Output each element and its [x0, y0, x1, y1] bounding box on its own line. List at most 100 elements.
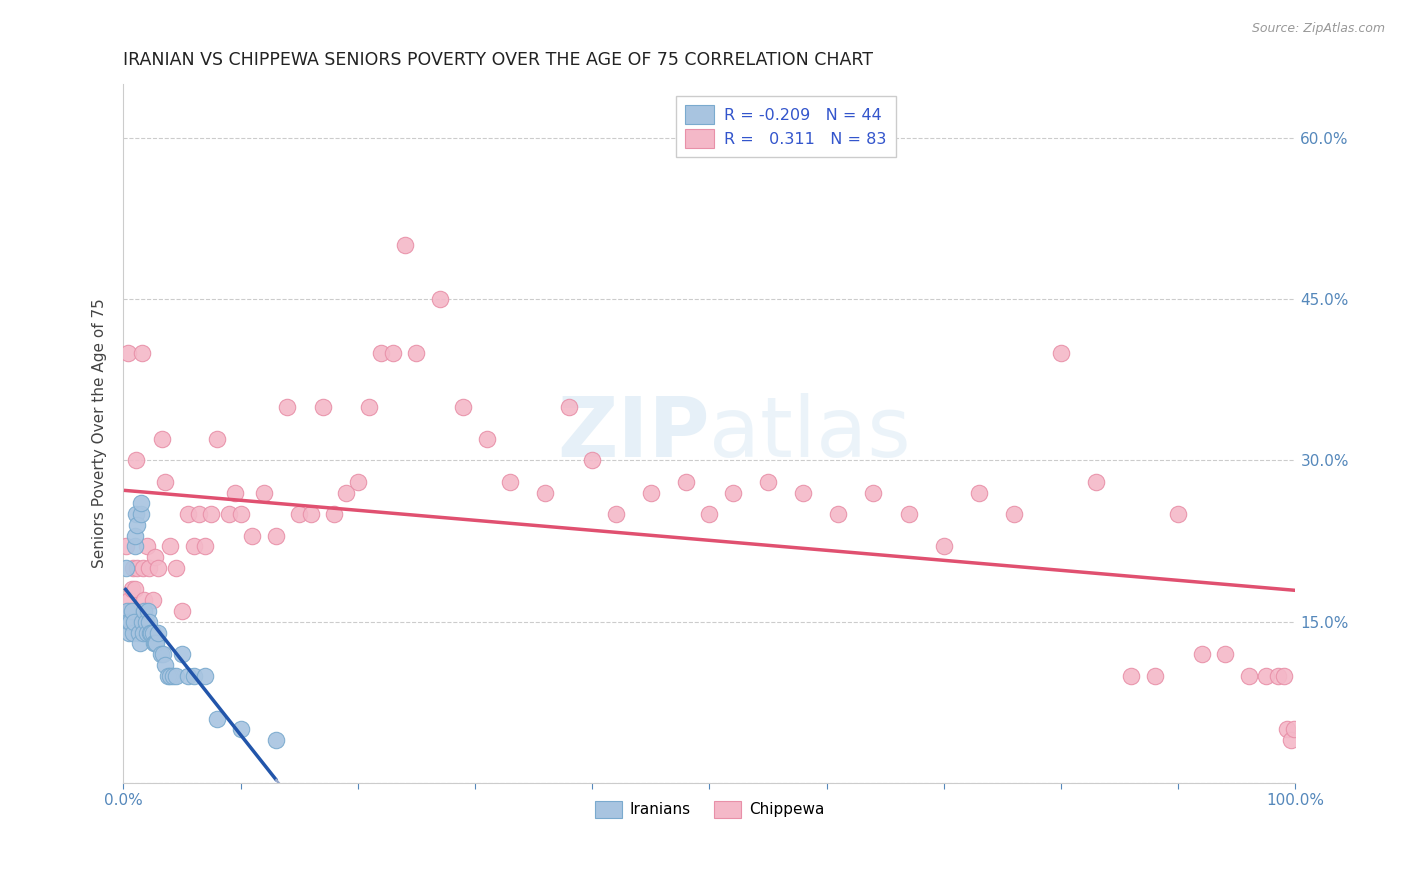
- Point: [125, 507, 148, 521]
- Point: [115, 604, 138, 618]
- Point: [145, 636, 167, 650]
- Point: [129, 507, 152, 521]
- Point: [229, 723, 252, 737]
- Point: [135, 540, 157, 554]
- Point: [125, 453, 148, 467]
- Point: [155, 475, 177, 489]
- Point: [218, 507, 240, 521]
- Point: [139, 625, 162, 640]
- Point: [132, 561, 155, 575]
- Point: [932, 540, 955, 554]
- Point: [475, 432, 498, 446]
- Point: [117, 615, 139, 629]
- Point: [699, 507, 721, 521]
- Point: [1279, 733, 1302, 747]
- Point: [405, 346, 427, 360]
- Point: [118, 625, 141, 640]
- Point: [675, 475, 697, 489]
- Point: [1213, 647, 1236, 661]
- Point: [121, 561, 143, 575]
- Point: [124, 582, 146, 597]
- Point: [132, 625, 155, 640]
- Point: [136, 604, 159, 618]
- Text: atlas: atlas: [710, 393, 911, 474]
- Point: [1237, 668, 1260, 682]
- Point: [124, 540, 146, 554]
- Point: [229, 507, 252, 521]
- Point: [150, 432, 173, 446]
- Text: Source: ZipAtlas.com: Source: ZipAtlas.com: [1251, 22, 1385, 36]
- Point: [138, 615, 160, 629]
- Point: [967, 485, 990, 500]
- Point: [640, 485, 662, 500]
- Point: [394, 238, 416, 252]
- Point: [200, 507, 222, 521]
- Point: [122, 604, 145, 618]
- Point: [121, 604, 143, 618]
- Point: [152, 647, 174, 661]
- Point: [143, 636, 166, 650]
- Point: [311, 400, 333, 414]
- Point: [194, 668, 217, 682]
- Point: [114, 540, 136, 554]
- Point: [288, 507, 311, 521]
- Point: [165, 668, 187, 682]
- Point: [534, 485, 557, 500]
- Point: [224, 485, 246, 500]
- Point: [121, 582, 143, 597]
- Point: [120, 615, 142, 629]
- Point: [129, 604, 152, 618]
- Point: [827, 507, 849, 521]
- Point: [134, 593, 156, 607]
- Point: [756, 475, 779, 489]
- Point: [276, 400, 298, 414]
- Point: [162, 668, 184, 682]
- Point: [138, 561, 160, 575]
- Point: [194, 540, 217, 554]
- Point: [605, 507, 627, 521]
- Point: [264, 733, 287, 747]
- Point: [170, 604, 193, 618]
- Point: [205, 432, 228, 446]
- Point: [240, 529, 263, 543]
- Point: [128, 636, 150, 650]
- Point: [114, 561, 136, 575]
- Point: [143, 550, 166, 565]
- Point: [134, 604, 156, 618]
- Point: [346, 475, 368, 489]
- Point: [142, 625, 165, 640]
- Y-axis label: Seniors Poverty Over the Age of 75: Seniors Poverty Over the Age of 75: [93, 299, 107, 568]
- Point: [128, 625, 150, 640]
- Point: [127, 561, 149, 575]
- Point: [264, 529, 287, 543]
- Point: [1143, 668, 1166, 682]
- Point: [499, 475, 522, 489]
- Legend: Iranians, Chippewa: Iranians, Chippewa: [589, 795, 831, 824]
- Point: [897, 507, 920, 521]
- Point: [120, 604, 142, 618]
- Point: [1121, 668, 1143, 682]
- Point: [581, 453, 603, 467]
- Point: [129, 496, 152, 510]
- Point: [128, 615, 150, 629]
- Point: [122, 615, 145, 629]
- Point: [148, 625, 170, 640]
- Point: [1256, 668, 1278, 682]
- Point: [117, 346, 139, 360]
- Point: [429, 292, 451, 306]
- Point: [253, 485, 276, 500]
- Text: ZIP: ZIP: [557, 393, 710, 474]
- Point: [1002, 507, 1025, 521]
- Point: [721, 485, 744, 500]
- Point: [1085, 475, 1108, 489]
- Point: [183, 668, 205, 682]
- Point: [205, 712, 228, 726]
- Point: [118, 593, 141, 607]
- Point: [451, 400, 474, 414]
- Point: [159, 540, 181, 554]
- Point: [159, 668, 181, 682]
- Point: [141, 625, 163, 640]
- Point: [1284, 723, 1306, 737]
- Point: [127, 518, 149, 533]
- Text: IRANIAN VS CHIPPEWA SENIORS POVERTY OVER THE AGE OF 75 CORRELATION CHART: IRANIAN VS CHIPPEWA SENIORS POVERTY OVER…: [124, 51, 873, 69]
